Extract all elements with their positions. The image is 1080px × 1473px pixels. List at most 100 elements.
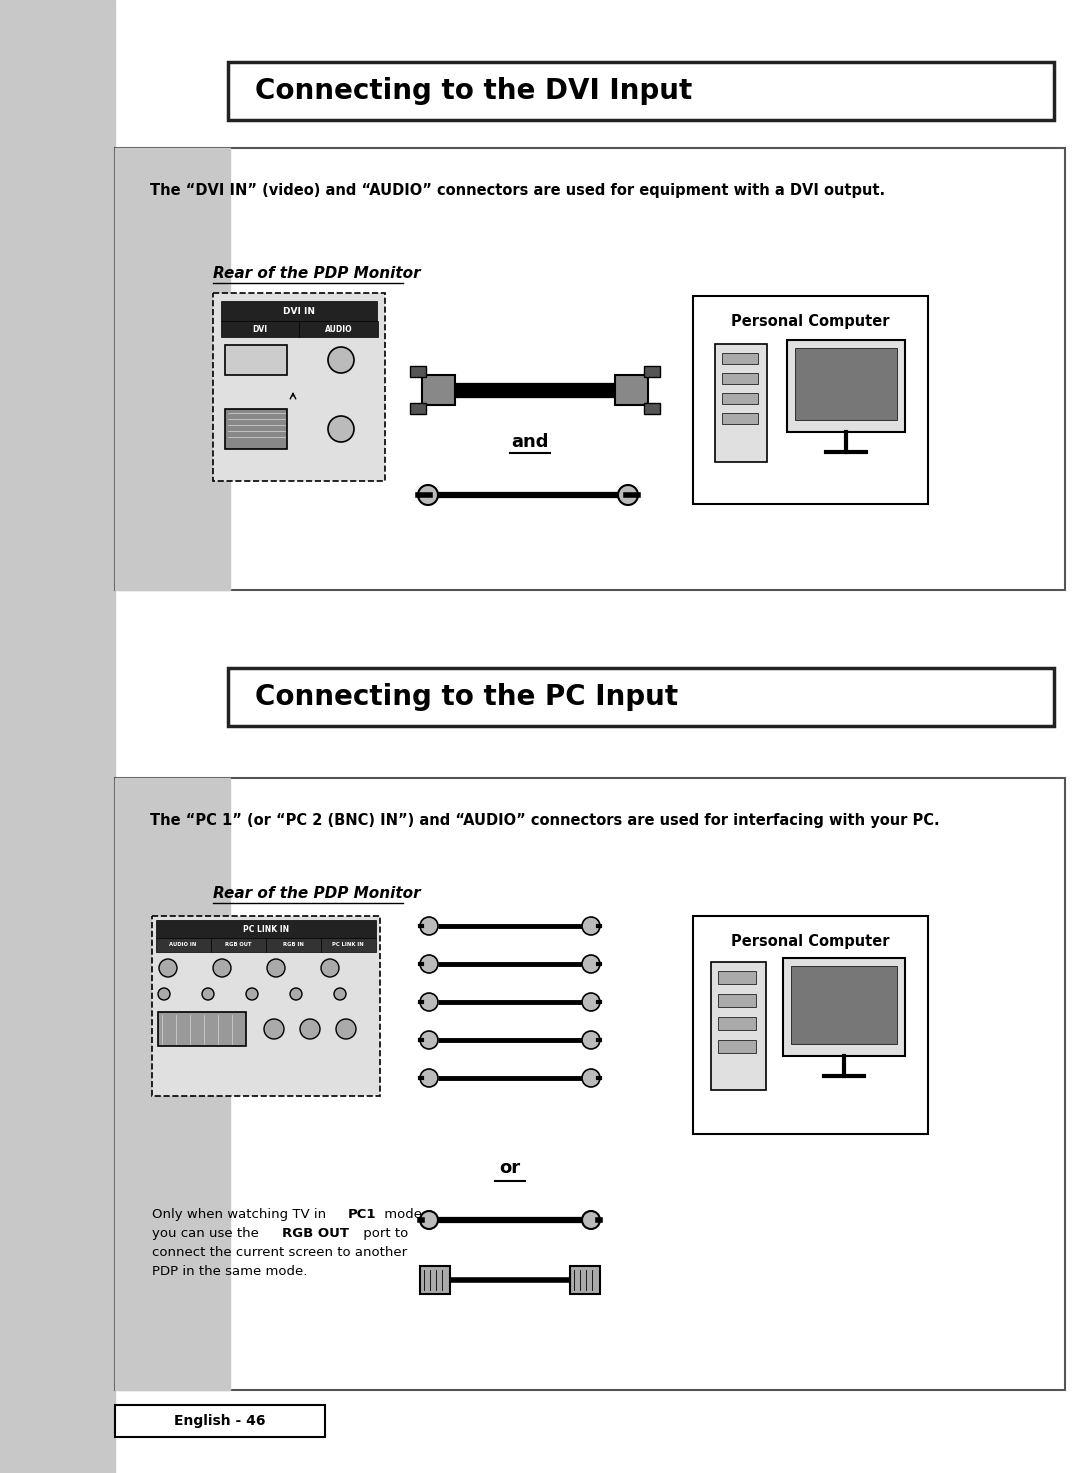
Bar [723, 393, 758, 404]
Bar [114, 778, 230, 1391]
Circle shape [213, 959, 231, 977]
Circle shape [420, 955, 438, 974]
Circle shape [582, 1031, 600, 1049]
Bar [570, 1265, 600, 1293]
Text: AUDIO: AUDIO [325, 324, 353, 333]
Bar [114, 147, 230, 591]
Text: Connecting to the DVI Input: Connecting to the DVI Input [255, 77, 692, 105]
Circle shape [336, 1019, 356, 1038]
Circle shape [582, 1211, 600, 1228]
Text: RGB IN: RGB IN [283, 943, 303, 947]
Circle shape [328, 348, 354, 373]
Bar [213, 293, 384, 482]
Text: Only when watching TV in: Only when watching TV in [152, 1208, 330, 1221]
Text: or: or [499, 1159, 521, 1177]
Bar [228, 62, 1054, 119]
Bar [791, 966, 897, 1044]
Bar [410, 365, 426, 377]
Text: Connecting to the PC Input: Connecting to the PC Input [255, 683, 678, 711]
Bar [266, 938, 321, 952]
Circle shape [418, 485, 438, 505]
Text: PC LINK IN: PC LINK IN [333, 943, 364, 947]
Bar [156, 921, 376, 938]
Bar [221, 300, 377, 321]
Text: PC LINK IN: PC LINK IN [243, 925, 289, 934]
Text: Personal Computer: Personal Computer [731, 934, 889, 949]
Bar [723, 354, 758, 364]
Circle shape [202, 988, 214, 1000]
Text: and: and [511, 433, 549, 451]
Circle shape [420, 993, 438, 1010]
Bar [158, 1012, 246, 1046]
Text: The “PC 1” (or “PC 2 (BNC) IN”) and “AUDIO” connectors are used for interfacing : The “PC 1” (or “PC 2 (BNC) IN”) and “AUD… [150, 813, 940, 828]
Bar [299, 321, 378, 337]
Bar [615, 376, 648, 405]
Text: The “DVI IN” (video) and “AUDIO” connectors are used for equipment with a DVI ou: The “DVI IN” (video) and “AUDIO” connect… [150, 183, 886, 197]
Circle shape [291, 988, 302, 1000]
Circle shape [420, 918, 438, 935]
Bar [723, 373, 758, 384]
Text: RGB OUT: RGB OUT [225, 943, 252, 947]
Bar [211, 938, 266, 952]
Text: DVI: DVI [253, 324, 268, 333]
Bar [225, 409, 287, 449]
Circle shape [420, 1211, 438, 1228]
Bar [156, 938, 211, 952]
Bar [114, 778, 1065, 1391]
Text: PDP in the same mode.: PDP in the same mode. [152, 1265, 308, 1279]
Bar [715, 345, 767, 463]
Bar [422, 376, 455, 405]
Text: connect the current screen to another: connect the current screen to another [152, 1246, 407, 1259]
Bar [410, 404, 426, 414]
Circle shape [159, 959, 177, 977]
Bar [718, 1040, 756, 1053]
Circle shape [582, 955, 600, 974]
Circle shape [158, 988, 170, 1000]
Circle shape [267, 959, 285, 977]
Circle shape [328, 415, 354, 442]
Text: Rear of the PDP Monitor: Rear of the PDP Monitor [213, 885, 420, 901]
Text: port to: port to [359, 1227, 408, 1240]
Text: DVI IN: DVI IN [283, 306, 315, 315]
Text: Rear of the PDP Monitor: Rear of the PDP Monitor [213, 267, 420, 281]
Bar [783, 957, 905, 1056]
Circle shape [334, 988, 346, 1000]
Bar [225, 345, 287, 376]
Text: English - 46: English - 46 [174, 1414, 266, 1427]
Text: Personal Computer: Personal Computer [731, 314, 889, 328]
Text: you can use the: you can use the [152, 1227, 264, 1240]
Circle shape [420, 1069, 438, 1087]
Text: RGB OUT: RGB OUT [282, 1227, 349, 1240]
Bar [420, 1265, 450, 1293]
Circle shape [420, 1031, 438, 1049]
Bar [718, 971, 756, 984]
Bar [152, 916, 380, 1096]
Bar [718, 1016, 756, 1030]
Circle shape [264, 1019, 284, 1038]
Bar [644, 365, 660, 377]
Bar [723, 412, 758, 424]
Bar [693, 296, 928, 504]
Circle shape [582, 918, 600, 935]
Circle shape [582, 1069, 600, 1087]
Bar [114, 1405, 325, 1438]
Bar [787, 340, 905, 432]
Bar [718, 994, 756, 1008]
Bar [0, 0, 114, 1473]
Text: PC1: PC1 [348, 1208, 377, 1221]
Text: mode,: mode, [380, 1208, 427, 1221]
Bar [114, 147, 1065, 591]
Circle shape [246, 988, 258, 1000]
Bar [321, 938, 376, 952]
Circle shape [618, 485, 638, 505]
Bar [644, 404, 660, 414]
Circle shape [582, 993, 600, 1010]
Bar [221, 321, 299, 337]
Circle shape [300, 1019, 320, 1038]
Bar [795, 348, 897, 420]
Bar [693, 916, 928, 1134]
Bar [711, 962, 766, 1090]
Text: AUDIO IN: AUDIO IN [170, 943, 197, 947]
Circle shape [321, 959, 339, 977]
Bar [228, 667, 1054, 726]
